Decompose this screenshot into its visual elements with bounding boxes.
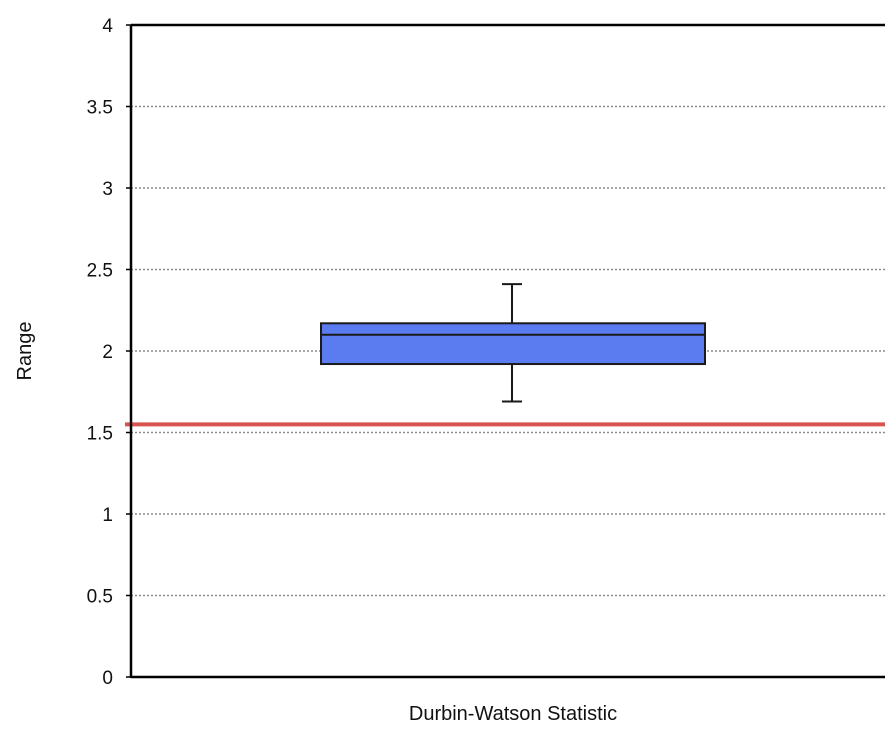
box-plot-layer	[320, 283, 706, 403]
y-tick-label: 3	[102, 179, 113, 200]
y-tick-label: 2	[102, 342, 113, 363]
y-axis-title: Range	[14, 322, 36, 381]
grid-lines	[131, 105, 885, 597]
y-tick-label: 0.5	[87, 587, 113, 608]
y-tick-label: 1	[102, 505, 113, 526]
y-tick-label: 2.5	[87, 261, 113, 282]
y-tick-label: 4	[102, 16, 113, 37]
box-iqr	[320, 322, 706, 366]
y-tick-labels: 0 0.5 1 1.5 2 2.5 3 3.5 4	[87, 16, 131, 689]
x-category-label: Durbin-Watson Statistic	[409, 703, 617, 725]
y-tick-label: 3.5	[87, 98, 113, 119]
y-tick-label: 1.5	[87, 424, 113, 445]
y-tick-label: 0	[102, 668, 113, 689]
